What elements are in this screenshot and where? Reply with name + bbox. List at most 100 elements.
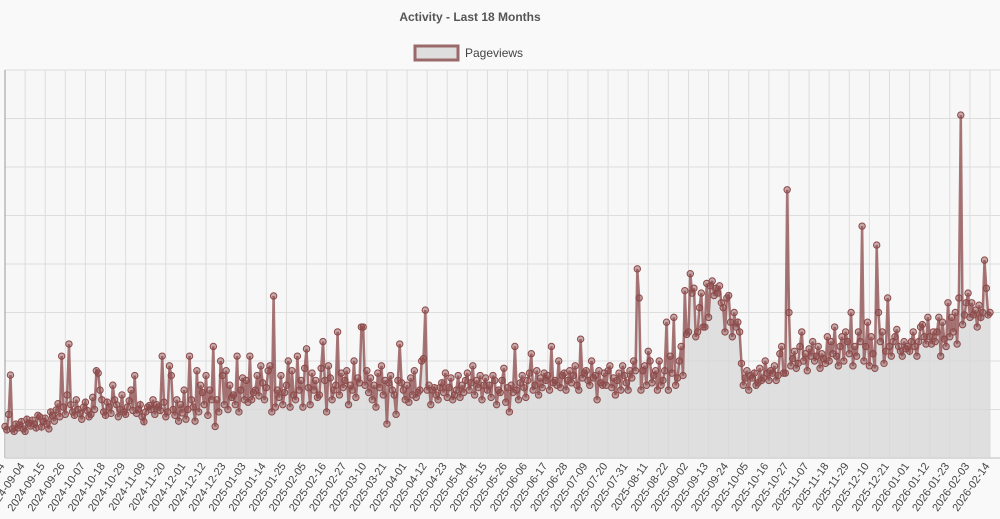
data-point xyxy=(273,386,281,394)
data-point xyxy=(743,367,751,375)
data-point xyxy=(233,352,241,360)
data-point xyxy=(505,408,514,416)
data-point xyxy=(935,313,943,322)
data-point xyxy=(339,383,347,392)
data-point xyxy=(653,386,662,394)
data-point xyxy=(668,369,676,377)
data-point xyxy=(502,398,510,406)
data-point xyxy=(628,374,636,382)
data-point xyxy=(332,381,340,389)
data-point xyxy=(480,381,488,389)
data-point xyxy=(253,371,261,380)
data-point xyxy=(785,308,793,317)
data-point xyxy=(832,352,841,360)
data-point xyxy=(107,409,115,418)
data-point xyxy=(523,376,532,385)
data-point xyxy=(827,337,835,346)
data-point xyxy=(677,342,685,351)
data-point xyxy=(116,405,124,414)
data-point xyxy=(564,376,572,385)
data-point xyxy=(173,396,181,404)
data-point xyxy=(160,398,168,406)
data-point xyxy=(165,362,174,370)
data-point xyxy=(971,306,980,314)
data-point xyxy=(659,376,667,385)
data-point xyxy=(803,367,811,375)
data-point xyxy=(363,367,371,375)
data-point xyxy=(637,386,645,394)
data-point xyxy=(975,301,983,309)
data-point xyxy=(776,350,784,358)
data-point xyxy=(721,328,729,336)
data-point xyxy=(145,401,154,410)
data-point xyxy=(121,410,130,419)
data-point xyxy=(955,294,963,302)
data-point xyxy=(231,400,239,409)
data-point xyxy=(737,359,746,368)
data-point xyxy=(569,371,578,380)
data-point xyxy=(591,371,599,380)
data-point xyxy=(109,381,117,389)
data-point xyxy=(891,333,899,341)
data-point xyxy=(125,397,133,405)
data-point xyxy=(6,371,15,379)
data-point xyxy=(525,369,534,377)
data-point xyxy=(392,410,400,419)
data-point xyxy=(191,417,199,425)
data-point xyxy=(913,352,921,360)
data-point xyxy=(646,357,654,365)
data-point xyxy=(374,369,382,377)
data-point xyxy=(427,400,435,409)
data-point xyxy=(887,352,896,360)
data-point xyxy=(185,352,194,360)
data-point xyxy=(213,396,221,404)
data-point xyxy=(94,369,102,377)
series-area xyxy=(5,115,990,458)
data-point xyxy=(57,352,66,360)
data-point xyxy=(516,379,525,387)
data-point xyxy=(586,381,594,389)
data-point xyxy=(503,383,512,392)
data-point xyxy=(957,111,965,119)
data-point xyxy=(724,291,733,300)
data-point xyxy=(421,306,430,314)
data-point xyxy=(798,328,806,336)
data-point xyxy=(900,337,908,346)
data-point xyxy=(854,328,863,336)
data-point xyxy=(814,342,822,351)
data-point xyxy=(381,376,389,385)
data-point xyxy=(156,406,165,415)
data-point xyxy=(681,286,689,295)
data-point xyxy=(834,362,843,370)
data-point xyxy=(606,362,614,370)
data-point xyxy=(871,364,879,372)
data-point xyxy=(739,381,747,389)
data-point xyxy=(167,371,175,380)
data-point xyxy=(310,386,318,394)
data-point xyxy=(439,388,448,397)
data-point xyxy=(90,405,99,414)
data-point xyxy=(947,313,956,322)
data-point xyxy=(644,347,652,355)
data-point xyxy=(624,386,632,394)
data-point xyxy=(3,426,11,434)
data-point xyxy=(807,352,815,360)
data-point xyxy=(282,381,291,389)
data-point xyxy=(851,342,859,351)
legend-swatch[interactable] xyxy=(413,44,460,62)
data-point xyxy=(829,350,837,358)
data-point xyxy=(112,400,121,409)
data-point xyxy=(454,371,462,380)
data-point xyxy=(622,379,631,387)
data-point xyxy=(507,381,515,389)
data-point xyxy=(931,337,939,346)
data-point xyxy=(136,400,144,409)
data-point xyxy=(222,367,230,375)
data-point xyxy=(862,342,870,351)
data-point xyxy=(633,265,642,273)
data-point xyxy=(65,340,73,348)
legend-label[interactable]: Pageviews xyxy=(465,46,523,60)
data-point xyxy=(964,289,972,297)
data-point xyxy=(843,337,852,346)
data-point xyxy=(949,328,958,336)
